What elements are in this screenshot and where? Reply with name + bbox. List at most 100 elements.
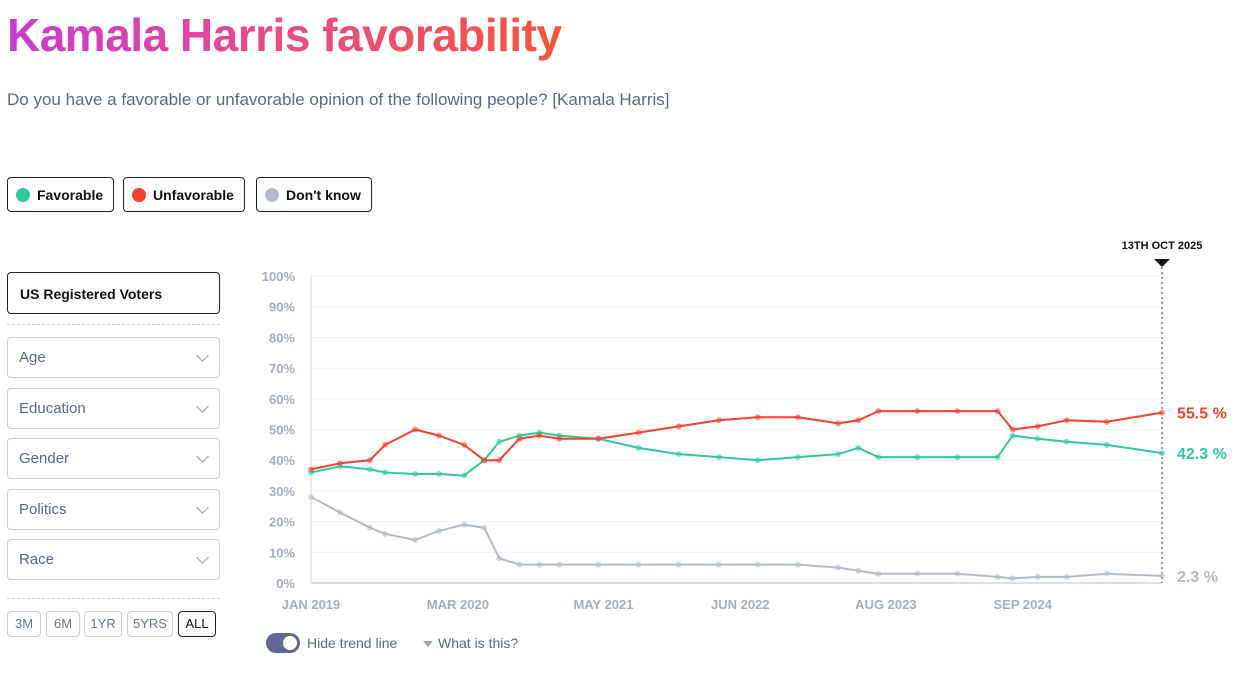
legend-unfavorable[interactable]: Unfavorable xyxy=(123,177,245,212)
data-point xyxy=(481,457,488,464)
y-tick-label: 70% xyxy=(269,361,295,376)
y-tick-label: 100% xyxy=(262,269,296,284)
y-tick-label: 0% xyxy=(276,576,295,591)
data-point xyxy=(1103,570,1110,577)
filter-label: Race xyxy=(19,551,55,568)
question-subtitle: Do you have a favorable or unfavorable o… xyxy=(7,90,670,109)
data-point xyxy=(994,573,1001,580)
data-point xyxy=(436,432,443,439)
data-point xyxy=(595,435,602,442)
data-point xyxy=(635,429,642,436)
filter-education[interactable]: Education xyxy=(7,388,220,429)
data-point xyxy=(382,469,389,476)
data-point xyxy=(835,564,842,571)
series-end-label: 2.3 % xyxy=(1177,569,1218,586)
data-point xyxy=(412,537,419,544)
marker-triangle-icon xyxy=(1154,259,1170,267)
hide-trend-toggle[interactable] xyxy=(266,633,300,653)
data-point xyxy=(715,454,722,461)
data-point xyxy=(675,561,682,568)
y-tick-label: 40% xyxy=(269,453,295,468)
data-point xyxy=(481,524,488,531)
y-tick-label: 50% xyxy=(269,423,295,438)
y-tick-label: 10% xyxy=(269,545,295,560)
data-point xyxy=(516,561,523,568)
data-point xyxy=(835,420,842,427)
data-point xyxy=(914,408,921,415)
legend-label: Favorable xyxy=(37,186,104,203)
data-point xyxy=(436,471,443,478)
data-point xyxy=(1009,432,1016,439)
series-end-label: 55.5 % xyxy=(1177,406,1227,423)
population-selector[interactable]: US Registered Voters xyxy=(7,272,220,314)
data-point xyxy=(1159,450,1165,457)
filter-politics[interactable]: Politics xyxy=(7,489,220,530)
legend-favorable[interactable]: Favorable xyxy=(7,177,115,212)
data-point xyxy=(954,408,961,415)
filter-race[interactable]: Race xyxy=(7,539,220,580)
page-title: Kamala Harris favorability xyxy=(7,9,562,61)
data-point xyxy=(635,561,642,568)
data-point xyxy=(496,555,503,562)
legend-dont-know[interactable]: Don't know xyxy=(256,177,372,212)
data-point xyxy=(754,457,761,464)
data-point xyxy=(436,527,443,534)
data-point xyxy=(366,466,373,473)
data-point xyxy=(795,561,802,568)
range-all-button[interactable]: ALL xyxy=(178,611,216,637)
range-1yr-button[interactable]: 1YR xyxy=(84,611,122,637)
data-point xyxy=(754,561,761,568)
data-point xyxy=(461,521,468,528)
y-tick-label: 80% xyxy=(269,330,295,345)
data-point xyxy=(496,438,503,445)
range-5yrs-button[interactable]: 5YRS xyxy=(127,611,173,637)
divider xyxy=(7,324,220,325)
data-point xyxy=(556,435,563,442)
data-point xyxy=(875,570,882,577)
range-3m-button[interactable]: 3M xyxy=(7,611,41,637)
data-point xyxy=(461,441,468,448)
data-point xyxy=(1034,423,1041,430)
data-point xyxy=(1063,438,1070,445)
data-point xyxy=(994,454,1001,461)
filter-label: Education xyxy=(19,400,86,417)
filter-age[interactable]: Age xyxy=(7,337,220,378)
data-point xyxy=(914,570,921,577)
marker-date-label: 13TH OCT 2025 xyxy=(1122,240,1203,252)
series-end-label: 42.3 % xyxy=(1177,446,1227,463)
data-point xyxy=(875,408,882,415)
dont-know-dot-icon xyxy=(265,187,279,202)
data-point xyxy=(366,457,373,464)
data-point xyxy=(855,444,862,451)
series-line-favorable xyxy=(310,431,1163,477)
data-point xyxy=(855,417,862,424)
data-point xyxy=(595,561,602,568)
data-point xyxy=(412,471,419,478)
data-point xyxy=(1034,573,1041,580)
y-tick-label: 20% xyxy=(269,515,295,530)
y-tick-label: 60% xyxy=(269,392,295,407)
data-point xyxy=(412,426,419,433)
data-point xyxy=(675,451,682,458)
filter-label: Gender xyxy=(19,450,70,467)
x-tick-label: AUG 2023 xyxy=(855,597,916,612)
data-point xyxy=(795,414,802,421)
favorability-chart: 0% 10% 20% 30% 40% 50% 60% 70% 80% 90% 100% JAN 201… xyxy=(262,240,1227,612)
x-tick-label: SEP 2024 xyxy=(994,597,1053,612)
x-tick-label: MAR 2020 xyxy=(427,597,489,612)
data-point xyxy=(875,454,882,461)
range-6m-button[interactable]: 6M xyxy=(46,611,80,637)
filter-gender[interactable]: Gender xyxy=(7,438,220,479)
data-point xyxy=(308,466,314,473)
data-point xyxy=(536,432,543,439)
data-point xyxy=(336,460,343,467)
x-tick-label: JUN 2022 xyxy=(711,597,770,612)
data-point xyxy=(516,435,523,442)
legend-label: Don't know xyxy=(286,186,361,203)
series-line-don-t-know xyxy=(310,496,1163,580)
data-point xyxy=(855,567,862,574)
what-is-this-link[interactable]: What is this? xyxy=(438,635,519,651)
data-point xyxy=(1159,409,1165,416)
data-point xyxy=(496,457,503,464)
data-point xyxy=(1159,572,1165,579)
